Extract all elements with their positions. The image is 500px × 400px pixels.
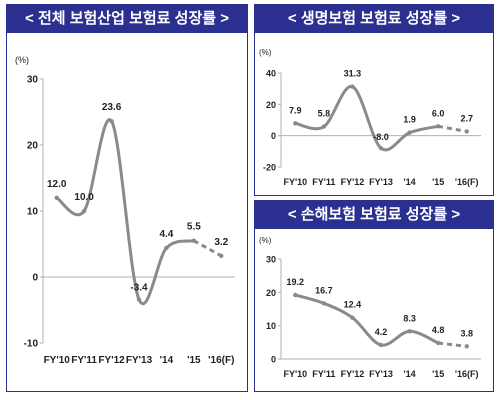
x-tick-label: '16(F) bbox=[455, 369, 479, 379]
data-point bbox=[435, 340, 441, 346]
y-tick-label: -20 bbox=[263, 163, 276, 173]
y-tick-label: 0 bbox=[271, 355, 276, 365]
data-point bbox=[136, 297, 142, 302]
data-label: -3.4 bbox=[130, 282, 148, 293]
data-label: 19.2 bbox=[287, 277, 305, 287]
non-life-insurance-growth-chart: (%) 0 10 20 30 FY'10 FY'11 FY'12 FY'13 '14 '15 '16(… bbox=[259, 236, 481, 379]
data-point bbox=[407, 130, 412, 135]
y-tick-label: 20 bbox=[266, 288, 276, 298]
data-point bbox=[378, 146, 384, 151]
y-tick-label: 0 bbox=[271, 131, 276, 141]
data-label: 5.5 bbox=[187, 222, 201, 233]
data-point bbox=[321, 124, 327, 129]
data-point bbox=[191, 238, 197, 243]
unit-label: (%) bbox=[259, 236, 272, 245]
x-tick-label: '15 bbox=[187, 355, 201, 366]
x-tick-label: FY'11 bbox=[312, 369, 335, 379]
data-label: 6.0 bbox=[432, 108, 445, 118]
data-point bbox=[321, 301, 327, 306]
x-tick-label: '15 bbox=[432, 369, 444, 379]
y-tick-label: 0 bbox=[32, 273, 38, 284]
data-point bbox=[350, 315, 355, 320]
y-tick-label: -10 bbox=[24, 339, 39, 350]
data-label: -8.0 bbox=[373, 132, 389, 142]
y-tick-label: 20 bbox=[27, 141, 39, 152]
x-tick-label: '14 bbox=[403, 177, 415, 187]
x-tick-label: FY'12 bbox=[341, 177, 365, 187]
series-line-actual bbox=[293, 293, 440, 347]
data-point bbox=[378, 342, 384, 348]
series-line-forecast bbox=[437, 124, 467, 133]
y-tick-label: 10 bbox=[266, 321, 276, 331]
total-insurance-growth-panel: < 전체 보험산업 보험료 성장률 > (%) -10 0 10 20 30 FY'10 FY… bbox=[6, 4, 248, 392]
data-label: 2.7 bbox=[460, 113, 473, 123]
data-label: 4.2 bbox=[375, 327, 388, 337]
series-line-actual bbox=[55, 118, 196, 305]
panel-title: < 손해보험 보험료 성장률 > bbox=[255, 201, 493, 229]
data-point bbox=[435, 124, 441, 129]
x-tick-label: FY'11 bbox=[71, 355, 97, 366]
data-label: 12.4 bbox=[344, 300, 362, 310]
data-point bbox=[293, 121, 298, 126]
data-label: 16.7 bbox=[315, 285, 333, 295]
x-tick-label: '16(F) bbox=[455, 177, 479, 187]
x-tick-label: '14 bbox=[160, 355, 174, 366]
x-tick-label: FY'10 bbox=[283, 369, 307, 379]
data-label: 12.0 bbox=[47, 179, 67, 190]
x-tick-label: '15 bbox=[432, 177, 444, 187]
y-tick-label: 10 bbox=[27, 207, 39, 218]
x-tick-label: '16(F) bbox=[208, 355, 234, 366]
data-label: 5.8 bbox=[318, 109, 331, 119]
data-label: 4.4 bbox=[159, 229, 173, 240]
data-label: 3.8 bbox=[460, 328, 473, 338]
data-point bbox=[219, 253, 224, 259]
data-label: 1.9 bbox=[403, 115, 416, 125]
y-tick-label: 30 bbox=[266, 255, 276, 265]
x-tick-label: FY'13 bbox=[369, 369, 393, 379]
x-tick-label: FY'12 bbox=[98, 355, 125, 366]
unit-label: (%) bbox=[259, 48, 272, 57]
life-insurance-growth-panel: < 생명보험 보험료 성장률 > (%) -20 0 20 40 FY'10 FY'11 FY… bbox=[254, 4, 494, 196]
data-point bbox=[54, 195, 59, 200]
data-point bbox=[350, 84, 355, 89]
data-point bbox=[464, 344, 469, 349]
data-point bbox=[164, 245, 169, 251]
data-point bbox=[464, 129, 469, 134]
non-life-insurance-growth-panel: < 손해보험 보험료 성장률 > (%) 0 10 20 30 FY'10 FY'11 FY'… bbox=[254, 200, 494, 392]
x-tick-label: FY'13 bbox=[369, 177, 393, 187]
total-insurance-growth-chart: (%) -10 0 10 20 30 FY'10 FY'11 FY'12 FY'13 '14 '15 '… bbox=[15, 55, 235, 366]
panel-title: < 생명보험 보험료 성장률 > bbox=[255, 5, 493, 33]
data-label: 23.6 bbox=[102, 102, 122, 113]
x-tick-label: FY'10 bbox=[283, 177, 307, 187]
data-label: 4.8 bbox=[432, 325, 445, 335]
data-label: 8.3 bbox=[403, 313, 416, 323]
data-point bbox=[293, 292, 298, 298]
data-point bbox=[81, 208, 87, 214]
x-tick-label: '14 bbox=[403, 369, 415, 379]
panel-title: < 전체 보험산업 보험료 성장률 > bbox=[7, 5, 247, 33]
data-label: 3.2 bbox=[214, 237, 228, 248]
x-tick-label: FY'11 bbox=[312, 177, 335, 187]
series-line-forecast bbox=[437, 341, 467, 348]
data-point bbox=[109, 119, 114, 124]
data-point bbox=[407, 329, 412, 334]
x-tick-label: FY'13 bbox=[126, 355, 153, 366]
data-label: 10.0 bbox=[74, 192, 94, 203]
unit-label: (%) bbox=[15, 55, 29, 65]
x-tick-label: FY'12 bbox=[341, 369, 365, 379]
data-label: 7.9 bbox=[289, 105, 302, 115]
life-insurance-growth-chart: (%) -20 0 20 40 FY'10 FY'11 FY'12 FY'13 '14 '15 '16… bbox=[259, 48, 481, 187]
y-tick-label: 40 bbox=[266, 69, 276, 79]
y-tick-label: 20 bbox=[266, 100, 276, 110]
x-tick-label: FY'10 bbox=[44, 355, 71, 366]
data-label: 31.3 bbox=[344, 69, 362, 79]
y-tick-label: 30 bbox=[27, 75, 39, 86]
